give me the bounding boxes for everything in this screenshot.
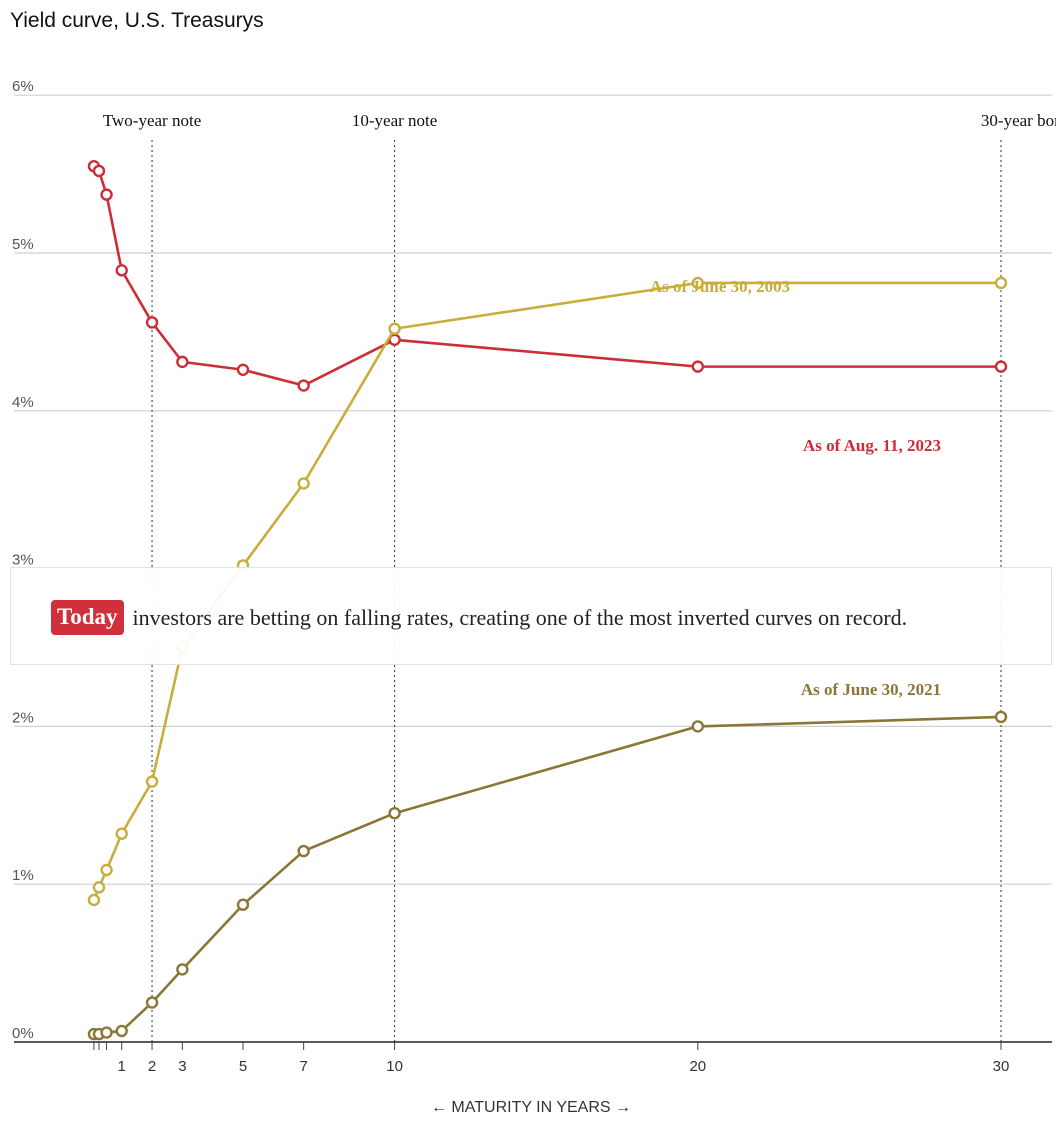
series-label: As of June 30, 2021 [801, 680, 941, 699]
data-point [236, 898, 250, 911]
x-tick-label: 20 [689, 1058, 706, 1075]
data-point [145, 775, 159, 788]
data-point [691, 720, 704, 733]
data-point [115, 1024, 128, 1038]
data-point [297, 477, 310, 490]
data-point [691, 276, 704, 290]
x-tick-label: 30 [993, 1058, 1010, 1075]
reference-line-label: 10-year note [352, 111, 437, 130]
data-point [994, 276, 1008, 290]
reference-line-label: 30-year bond [981, 111, 1056, 130]
series-label: As of Aug. 11, 2023 [803, 436, 941, 455]
data-point [115, 264, 128, 277]
axes: 0% 1% 2% 3% 4% 5% 6% 1 2 3 5 7 10 20 30 ← MATURITY IN Y… [12, 78, 1052, 1116]
y-tick-label: 6% [12, 78, 34, 95]
x-tick-label: 2 [148, 1058, 156, 1075]
data-point [92, 164, 106, 178]
x-tick-label: 10 [386, 1058, 403, 1075]
data-point [100, 1026, 113, 1039]
data-point [87, 893, 101, 907]
today-callout: Today investors are betting on falling r… [10, 567, 1052, 665]
y-tick-label: 1% [12, 867, 34, 884]
callout-text: investors are betting on falling rates, … [132, 604, 908, 630]
grid-layer [14, 94, 1052, 885]
data-point [691, 360, 704, 373]
y-tick-label: 2% [12, 709, 34, 726]
data-point [145, 316, 159, 329]
data-point [236, 363, 250, 376]
data-point [176, 355, 189, 369]
data-point [115, 827, 128, 840]
reference-line-label: Two-year note [103, 111, 201, 130]
x-axis-label: ← MATURITY IN YEARS → [431, 1099, 631, 1116]
data-point [176, 963, 189, 976]
data-point [388, 322, 401, 335]
y-tick-label: 5% [12, 236, 34, 253]
y-tick-label: 0% [12, 1025, 34, 1042]
data-point [388, 806, 401, 820]
series-labels: As of June 30, 2003 As of Aug. 11, 2023 As… [650, 277, 941, 699]
today-badge: Today [51, 600, 124, 635]
series-line [93, 165, 1001, 387]
series-label: As of June 30, 2003 [650, 277, 790, 296]
data-point [145, 996, 159, 1009]
y-tick-label: 4% [12, 394, 34, 411]
data-point [92, 881, 106, 894]
x-tick-label: 7 [299, 1058, 307, 1075]
data-point [994, 360, 1008, 373]
data-point [100, 863, 113, 877]
x-tick-label: 1 [118, 1058, 126, 1075]
data-point [100, 188, 113, 201]
x-tick-label: 5 [239, 1058, 247, 1075]
data-point [994, 710, 1008, 724]
series-line [93, 715, 1002, 1036]
y-tick-label: 3% [12, 552, 34, 569]
data-point [297, 379, 310, 392]
chart-title: Yield curve, U.S. Treasurys [10, 9, 264, 32]
data-point [297, 844, 310, 858]
x-tick-label: 3 [178, 1058, 186, 1075]
